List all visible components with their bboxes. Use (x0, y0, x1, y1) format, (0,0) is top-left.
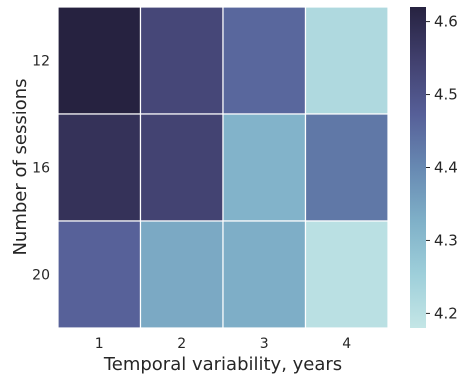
heatmap-cell-r2-c0 (57, 220, 142, 329)
y-tick-label: 20 (32, 268, 50, 284)
y-axis-label: Number of sessions (10, 78, 31, 255)
colorbar-tick-label: 4.3 (434, 231, 458, 249)
x-tick-labels: 1 2 3 4 (95, 336, 352, 352)
colorbar (410, 7, 426, 328)
y-tick-labels: 12 16 20 (32, 54, 50, 284)
heatmap-cell-r2-c2 (222, 220, 307, 329)
x-axis-label: Temporal variability, years (103, 354, 342, 374)
heatmap-cell-r1-c3 (304, 113, 389, 222)
heatmap-cell-r2-c1 (139, 220, 224, 329)
heatmap-cells (57, 6, 389, 329)
y-tick-label: 12 (32, 54, 50, 70)
colorbar-tick-label: 4.5 (434, 86, 458, 104)
heatmap-cell-r0-c2 (222, 6, 307, 115)
heatmap-cell-r2-c3 (304, 220, 389, 329)
heatmap-cell-r0-c3 (304, 6, 389, 115)
x-tick-label: 3 (260, 336, 269, 352)
heatmap-cell-r0-c0 (57, 6, 142, 115)
heatmap-cell-r1-c0 (57, 113, 142, 222)
heatmap-cell-r1-c1 (139, 113, 224, 222)
y-tick-label: 16 (32, 161, 50, 177)
colorbar-tick-label: 4.4 (434, 159, 458, 177)
heatmap-cell-r0-c1 (139, 6, 224, 115)
heatmap-cell-r1-c2 (222, 113, 307, 222)
colorbar-tick-label: 4.2 (434, 304, 458, 322)
x-tick-label: 1 (95, 336, 104, 352)
colorbar-tick-label: 4.6 (434, 13, 458, 31)
colorbar-ticks: 4.2 4.3 4.4 4.5 4.6 (426, 13, 458, 322)
x-tick-label: 2 (177, 336, 186, 352)
x-tick-label: 4 (342, 336, 351, 352)
